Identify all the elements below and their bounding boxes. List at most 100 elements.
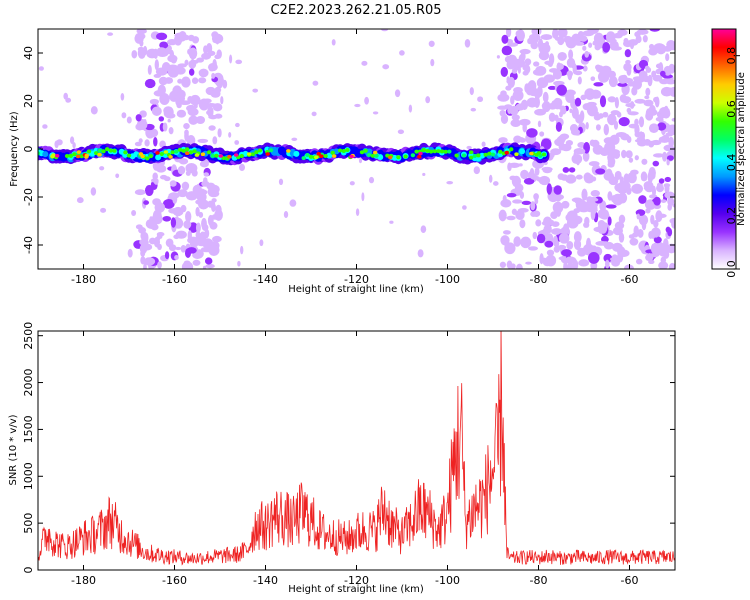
heatmap-cell [153, 178, 159, 185]
heatmap-cell [539, 253, 544, 265]
heatmap-cell [319, 154, 324, 158]
y-tick-label: 2000 [22, 369, 35, 397]
heatmap-cell [472, 153, 477, 158]
heatmap-cell [148, 237, 157, 245]
heatmap-cell [389, 220, 394, 224]
heatmap-cell [144, 78, 156, 89]
heatmap-cell [574, 97, 582, 107]
heatmap-cell [536, 233, 546, 244]
heatmap-cell [194, 153, 200, 157]
heatmap-cell [500, 235, 510, 246]
heatmap-cell [525, 261, 532, 265]
heatmap-cell [506, 192, 517, 198]
heatmap-cell [326, 152, 333, 159]
heatmap-cell [519, 148, 526, 155]
heatmap-cell [543, 74, 555, 83]
heatmap-cell [145, 127, 155, 139]
heatmap-cell [177, 189, 188, 198]
heatmap-cell [607, 96, 617, 103]
heatmap-cell [505, 29, 512, 38]
heatmap-cell [664, 191, 675, 199]
heatmap-cell [377, 154, 384, 161]
heatmap-cell [159, 152, 164, 156]
heatmap-cell [127, 248, 133, 258]
heatmap-cell [208, 125, 216, 131]
heatmap-cell [573, 231, 582, 243]
heatmap-cell [75, 154, 81, 159]
heatmap-cell [544, 240, 554, 248]
heatmap-cell [502, 230, 511, 235]
heatmap-cell [94, 151, 99, 156]
heatmap-cell [593, 226, 604, 233]
heatmap-cell [565, 213, 576, 223]
heatmap-cell [50, 154, 55, 159]
heatmap-cell [635, 35, 642, 44]
heatmap-cell [500, 66, 508, 77]
x-tick-label: -100 [435, 574, 460, 587]
heatmap-cell [196, 191, 207, 203]
heatmap-cell [183, 80, 190, 86]
heatmap-y-label: Frequency (Hz) [9, 111, 20, 187]
heatmap-cell [515, 209, 525, 220]
heatmap-cell [364, 96, 369, 105]
heatmap-cell [195, 239, 208, 247]
heatmap-cell [552, 69, 562, 80]
heatmap-cell [330, 150, 335, 155]
heatmap-cell [499, 109, 506, 117]
heatmap-cell [634, 139, 642, 143]
heatmap-cell [556, 84, 567, 96]
heatmap-cell [650, 214, 655, 225]
heatmap-cell [555, 196, 562, 202]
heatmap-cell [566, 70, 574, 77]
heatmap-cell [439, 149, 445, 154]
heatmap-cell [220, 96, 224, 105]
heatmap-cell [586, 237, 591, 250]
heatmap-cell [490, 152, 496, 157]
y-tick-label: 1500 [22, 415, 35, 443]
heatmap-cell [652, 160, 660, 167]
heatmap-cell [544, 60, 554, 65]
heatmap-cell [202, 265, 207, 269]
heatmap-cell [436, 149, 441, 154]
heatmap-cell [630, 169, 639, 175]
heatmap-cell [153, 137, 158, 147]
heatmap-cell [602, 41, 611, 53]
heatmap-cell [565, 37, 577, 49]
heatmap-cell [483, 152, 488, 157]
heatmap-cell [183, 220, 192, 229]
heatmap-cell [584, 50, 589, 58]
heatmap-cell [648, 47, 658, 56]
heatmap-cell [291, 137, 298, 141]
heatmap-cell [154, 59, 159, 71]
heatmap-cell [618, 232, 625, 243]
y-tick-label: -20 [22, 188, 35, 206]
heatmap-cell [165, 112, 176, 119]
heatmap-cell [603, 123, 609, 136]
heatmap-cell [157, 261, 162, 269]
heatmap-cell [516, 29, 525, 42]
heatmap-cell [545, 254, 557, 267]
heatmap-cell [641, 220, 647, 231]
heatmap-cell [181, 181, 190, 191]
heatmap-cell [645, 207, 651, 214]
heatmap-cell [638, 195, 647, 204]
heatmap-panel: -180 -160 -140 -120 -100 -80 -60 -40 -20 0 20 40 He… [9, 28, 676, 295]
heatmap-cell [428, 149, 434, 154]
heatmap-cell [121, 112, 127, 119]
heatmap-cell [410, 153, 416, 158]
heatmap-cell [537, 85, 543, 98]
snr-series-line [38, 331, 675, 566]
heatmap-cell [183, 123, 190, 130]
heatmap-cell [496, 55, 500, 59]
heatmap-cell [414, 149, 419, 154]
heatmap-cell [101, 149, 106, 154]
heatmap-cell [152, 172, 158, 181]
heatmap-cell [648, 123, 659, 133]
heatmap-cell [361, 192, 365, 202]
heatmap-cell [629, 41, 635, 50]
heatmap-cell [367, 152, 372, 157]
heatmap-cell [341, 149, 346, 153]
heatmap-cell [616, 111, 622, 118]
heatmap-cell [235, 59, 243, 65]
heatmap-cell [591, 139, 600, 148]
